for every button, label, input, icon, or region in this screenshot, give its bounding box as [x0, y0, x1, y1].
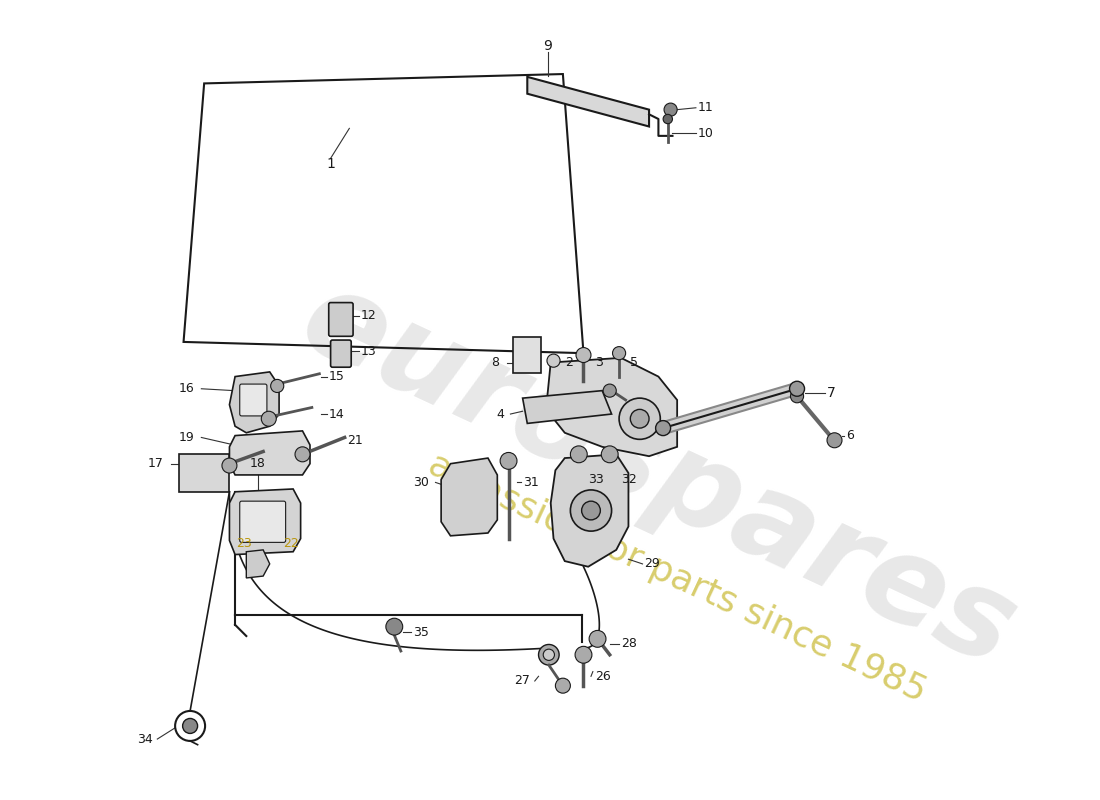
Circle shape	[500, 453, 517, 470]
Circle shape	[664, 103, 678, 116]
Polygon shape	[230, 372, 279, 433]
Text: 28: 28	[621, 637, 637, 650]
Text: 4: 4	[496, 407, 504, 421]
Polygon shape	[546, 358, 678, 456]
Circle shape	[222, 458, 236, 473]
Text: 8: 8	[492, 356, 499, 369]
Text: 26: 26	[595, 670, 610, 683]
Text: 21: 21	[348, 434, 363, 446]
Circle shape	[590, 630, 606, 647]
Circle shape	[295, 447, 310, 462]
Text: 10: 10	[697, 126, 714, 139]
Text: 9: 9	[543, 39, 552, 53]
Text: 34: 34	[136, 733, 153, 746]
Circle shape	[827, 433, 842, 448]
Text: 29: 29	[645, 558, 660, 570]
Circle shape	[619, 398, 660, 439]
Circle shape	[575, 646, 592, 663]
FancyBboxPatch shape	[329, 302, 353, 336]
Circle shape	[386, 618, 403, 635]
Text: 7: 7	[827, 386, 836, 399]
Circle shape	[543, 649, 554, 660]
Text: 17: 17	[148, 457, 164, 470]
Text: eurospares: eurospares	[284, 258, 1033, 691]
Circle shape	[271, 379, 284, 393]
Polygon shape	[246, 550, 270, 578]
Text: 27: 27	[514, 674, 530, 687]
Polygon shape	[179, 454, 230, 492]
FancyBboxPatch shape	[331, 340, 351, 367]
Text: 1: 1	[327, 157, 336, 171]
Text: 32: 32	[621, 473, 637, 486]
Text: 19: 19	[179, 431, 195, 444]
Polygon shape	[527, 77, 649, 126]
Circle shape	[791, 390, 804, 403]
Text: 6: 6	[846, 429, 854, 442]
Circle shape	[556, 678, 571, 693]
Circle shape	[663, 114, 672, 124]
Text: 2: 2	[564, 356, 573, 369]
Polygon shape	[230, 431, 310, 475]
Text: 16: 16	[179, 382, 195, 395]
Text: 22: 22	[284, 537, 299, 550]
Text: 33: 33	[588, 473, 604, 486]
Circle shape	[539, 645, 559, 665]
Text: 18: 18	[250, 457, 265, 470]
Circle shape	[613, 346, 626, 360]
Text: 35: 35	[412, 626, 429, 638]
Text: 12: 12	[361, 310, 376, 322]
Circle shape	[576, 347, 591, 362]
Text: 11: 11	[697, 102, 714, 114]
Circle shape	[183, 718, 198, 734]
Circle shape	[571, 446, 587, 462]
Text: a passion for parts since 1985: a passion for parts since 1985	[422, 447, 932, 709]
Text: 3: 3	[595, 356, 603, 369]
Text: 15: 15	[329, 370, 344, 383]
Text: 31: 31	[522, 476, 538, 489]
Circle shape	[547, 354, 560, 367]
Circle shape	[790, 382, 804, 396]
Circle shape	[602, 446, 618, 462]
Circle shape	[630, 410, 649, 428]
Circle shape	[603, 384, 616, 397]
Circle shape	[582, 501, 601, 520]
FancyBboxPatch shape	[240, 501, 286, 542]
Text: 30: 30	[414, 476, 429, 489]
Text: 13: 13	[361, 345, 376, 358]
FancyBboxPatch shape	[240, 384, 267, 416]
Polygon shape	[551, 454, 628, 566]
Circle shape	[656, 421, 671, 435]
Text: 5: 5	[630, 356, 638, 369]
Polygon shape	[230, 489, 300, 554]
Text: 23: 23	[236, 537, 252, 550]
Circle shape	[571, 490, 612, 531]
Text: 14: 14	[329, 407, 344, 421]
Polygon shape	[441, 458, 497, 536]
FancyBboxPatch shape	[514, 338, 541, 373]
Polygon shape	[522, 390, 612, 423]
Circle shape	[262, 411, 276, 426]
